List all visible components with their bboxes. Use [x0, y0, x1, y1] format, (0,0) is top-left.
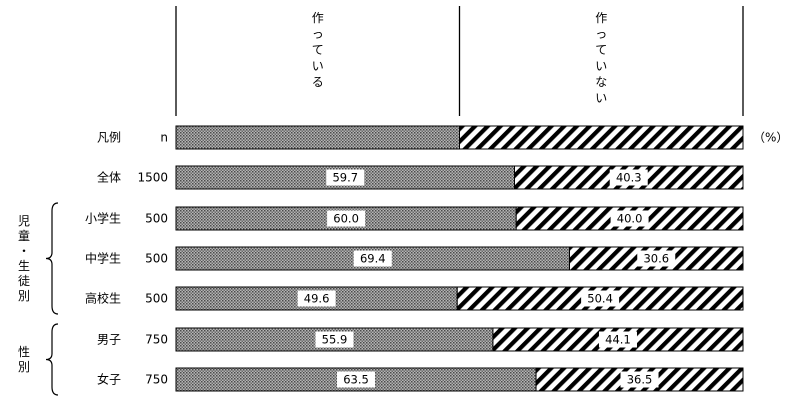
group-label-char: 童 — [18, 228, 30, 243]
series-heading-1-char: っ — [312, 27, 324, 41]
data-label: 30.6 — [643, 252, 669, 266]
data-label-box — [620, 371, 659, 388]
group-bracket — [45, 202, 59, 315]
row-label: 女子 — [97, 372, 121, 387]
group-label-char: 児 — [18, 214, 30, 228]
legend-swatch-2 — [459, 125, 744, 150]
data-label: 50.4 — [587, 292, 613, 306]
data-label-box — [327, 210, 366, 227]
data-label: 49.6 — [304, 292, 330, 306]
row-n-value: 750 — [145, 333, 168, 347]
row-label: 全体 — [97, 170, 121, 185]
group-label-char: 生 — [18, 259, 30, 273]
data-label: 69.4 — [360, 252, 386, 266]
data-label-box — [337, 371, 376, 388]
group-label-char: 徒 — [18, 274, 30, 288]
series-heading-2-char: っ — [595, 27, 607, 41]
group-bracket — [45, 323, 59, 396]
data-label: 40.0 — [617, 212, 643, 226]
series-heading-1-char: る — [312, 75, 324, 89]
group-label-char: 性 — [18, 345, 30, 359]
series-heading-2-char: て — [595, 43, 607, 57]
group-label-char: 別 — [18, 360, 30, 374]
row-label: 中学生 — [85, 251, 121, 266]
row-label: 高校生 — [85, 291, 121, 306]
series-heading-1-char: て — [312, 43, 324, 57]
data-label-box — [598, 331, 637, 348]
n-column-header: n — [160, 131, 168, 145]
legend-row-label: 凡例 — [97, 131, 121, 145]
data-label-box — [315, 331, 354, 348]
legend-swatch-1 — [175, 125, 460, 150]
data-label: 63.5 — [343, 373, 369, 387]
data-label-box — [326, 169, 365, 186]
series-heading-2-char: い — [595, 91, 607, 105]
data-label-box — [353, 250, 392, 267]
data-label-box — [581, 290, 620, 307]
data-label: 44.1 — [605, 333, 631, 347]
data-label: 55.9 — [322, 333, 348, 347]
data-label: 60.0 — [333, 212, 359, 226]
series-heading-1-char: 作 — [312, 11, 324, 25]
row-n-value: 500 — [145, 252, 168, 266]
data-label: 59.7 — [332, 171, 358, 185]
data-label-box — [610, 210, 649, 227]
series-heading-1-char: い — [312, 59, 324, 73]
group-label-char: 別 — [18, 289, 30, 303]
data-label-box — [297, 290, 336, 307]
row-label: 男子 — [97, 333, 121, 347]
data-label: 36.5 — [627, 373, 653, 387]
row-n-value: 500 — [145, 212, 168, 226]
series-heading-2-char: い — [595, 59, 607, 73]
series-heading-2-char: な — [595, 75, 607, 89]
data-label: 40.3 — [616, 171, 642, 185]
row-n-value: 500 — [145, 292, 168, 306]
data-label-box — [609, 169, 648, 186]
row-n-value: 750 — [145, 373, 168, 387]
series-heading-2-char: 作 — [595, 11, 607, 25]
data-label-box — [637, 250, 676, 267]
group-label-char: ・ — [18, 244, 30, 258]
row-label: 小学生 — [85, 211, 121, 226]
row-n-value: 1500 — [137, 171, 168, 185]
unit-label: （%） — [753, 131, 788, 145]
